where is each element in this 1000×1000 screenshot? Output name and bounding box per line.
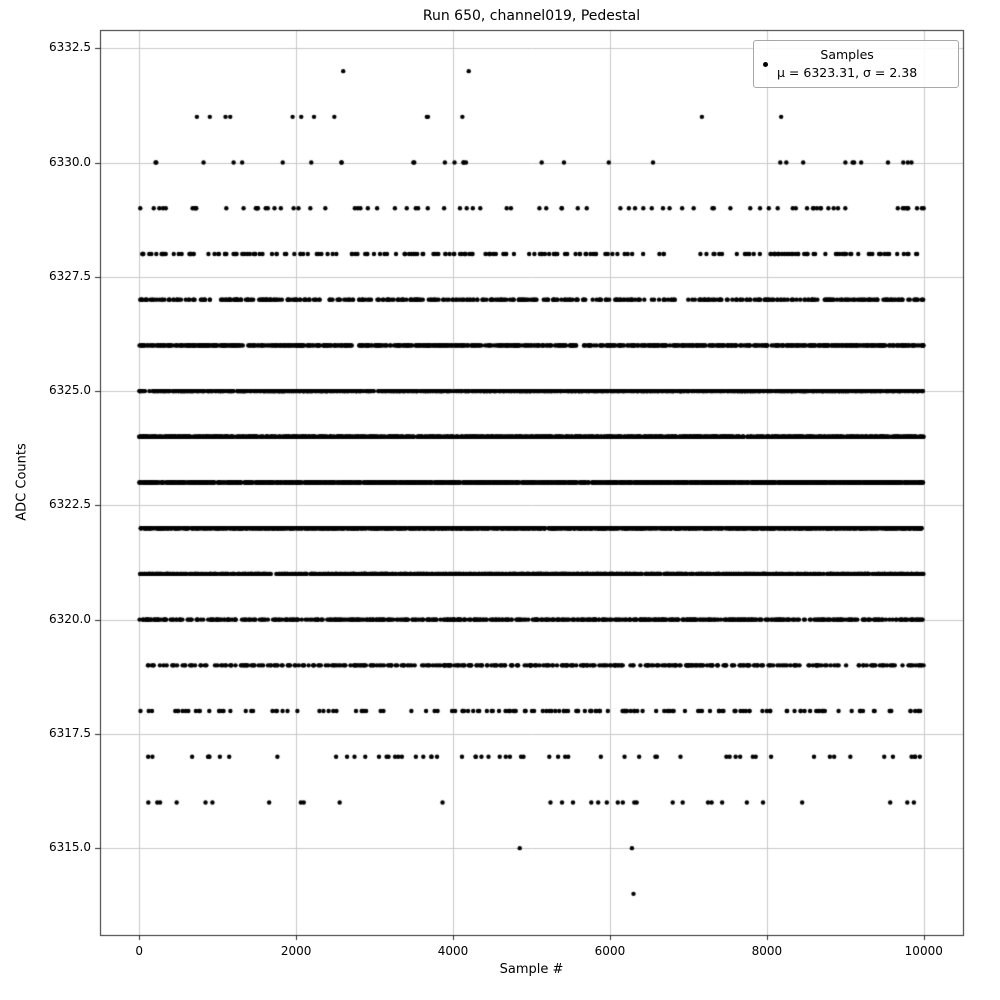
legend-text: Samples μ = 6323.31, σ = 2.38 (777, 46, 917, 82)
y-tick-label: 6317.5 (49, 725, 91, 740)
y-tick-label: 6322.5 (49, 497, 91, 512)
chart-title: Run 650, channel019, Pedestal (422, 8, 641, 24)
x-axis-label: Sample # (499, 962, 564, 977)
x-tick-label: 0 (135, 944, 144, 958)
y-tick-label: 6315.0 (49, 840, 91, 855)
x-tick-label: 6000 (594, 944, 626, 958)
y-tick-label: 6330.0 (49, 154, 91, 169)
y-axis-label: ADC Counts (14, 443, 30, 521)
legend-marker-icon (763, 61, 768, 67)
y-tick-label: 6320.0 (49, 611, 91, 626)
x-tick-label: 10000 (904, 944, 943, 958)
y-tick-label: 6325.0 (49, 383, 91, 398)
y-tick-label: 6327.5 (49, 268, 91, 283)
legend: Samples μ = 6323.31, σ = 2.38 (753, 40, 959, 89)
legend-series-label: Samples (820, 47, 874, 62)
x-tick-label: 8000 (751, 944, 783, 958)
x-tick-label: 2000 (280, 944, 312, 958)
x-tick-label: 4000 (437, 944, 469, 958)
y-tick-label: 6332.5 (49, 40, 91, 55)
legend-stats-label: μ = 6323.31, σ = 2.38 (777, 65, 918, 81)
